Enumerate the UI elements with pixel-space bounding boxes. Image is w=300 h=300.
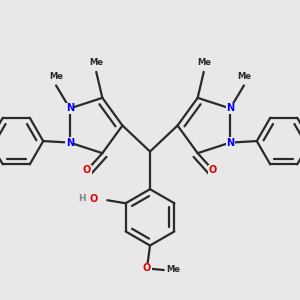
Text: Me: Me <box>49 72 63 81</box>
Text: N: N <box>226 138 234 148</box>
Text: O: O <box>143 263 151 274</box>
Text: Me: Me <box>166 266 180 274</box>
Text: Me: Me <box>237 72 251 81</box>
Text: N: N <box>66 103 74 113</box>
Text: O: O <box>89 194 98 204</box>
Text: Me: Me <box>89 58 103 67</box>
Text: O: O <box>209 165 217 175</box>
Text: H: H <box>78 194 86 203</box>
Text: Me: Me <box>197 58 211 67</box>
Text: N: N <box>66 138 74 148</box>
Text: N: N <box>226 103 234 113</box>
Text: O: O <box>83 165 91 175</box>
